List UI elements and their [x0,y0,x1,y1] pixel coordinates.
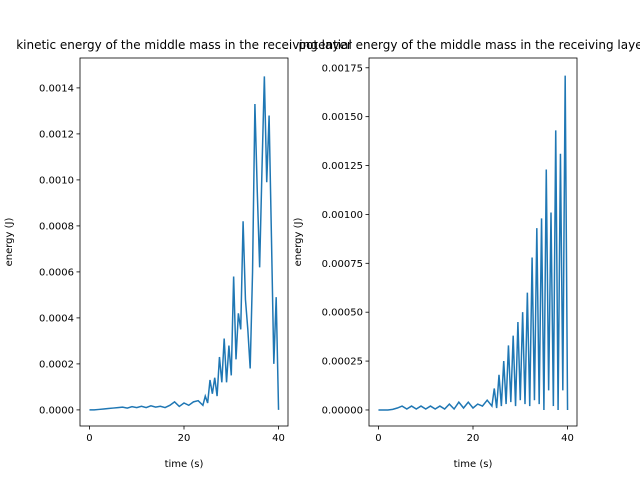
x-tick-label: 20 [467,433,480,444]
y-tick-label: 0.0002 [39,359,74,370]
y-tick-label: 0.0006 [39,267,74,278]
y-tick-label: 0.0012 [39,129,74,140]
chart-title: potential energy of the middle mass in t… [298,38,640,52]
y-tick-label: 0.0010 [39,175,74,186]
x-tick-label: 20 [178,433,191,444]
x-axis-label: time (s) [165,459,204,470]
y-tick-label: 0.00025 [322,357,363,368]
y-tick-label: 0.0008 [39,221,74,232]
x-tick-label: 40 [272,433,285,444]
x-tick-label: 40 [561,433,574,444]
y-tick-label: 0.00100 [322,210,363,221]
y-tick-label: 0.00075 [322,259,363,270]
axes-frame [79,57,289,427]
x-tick-label: 0 [86,433,92,444]
data-line [378,75,569,411]
y-tick-label: 0.0000 [39,405,74,416]
x-tick-label: 0 [375,433,381,444]
y-axis-label: energy (J) [293,218,304,267]
data-line [89,76,280,411]
y-tick-label: 0.00175 [322,63,363,74]
x-axis-label: time (s) [454,459,493,470]
y-tick-label: 0.00125 [322,161,363,172]
y-tick-label: 0.0004 [39,313,74,324]
y-tick-label: 0.00050 [322,308,363,319]
y-axis-label: energy (J) [4,218,15,267]
y-tick-label: 0.0014 [39,83,74,94]
y-tick-label: 0.00000 [322,405,363,416]
y-tick-label: 0.00150 [322,112,363,123]
chart-title: kinetic energy of the middle mass in the… [16,38,352,52]
